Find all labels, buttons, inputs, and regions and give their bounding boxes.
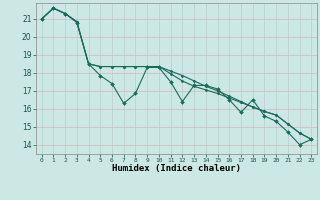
X-axis label: Humidex (Indice chaleur): Humidex (Indice chaleur) — [112, 164, 241, 173]
